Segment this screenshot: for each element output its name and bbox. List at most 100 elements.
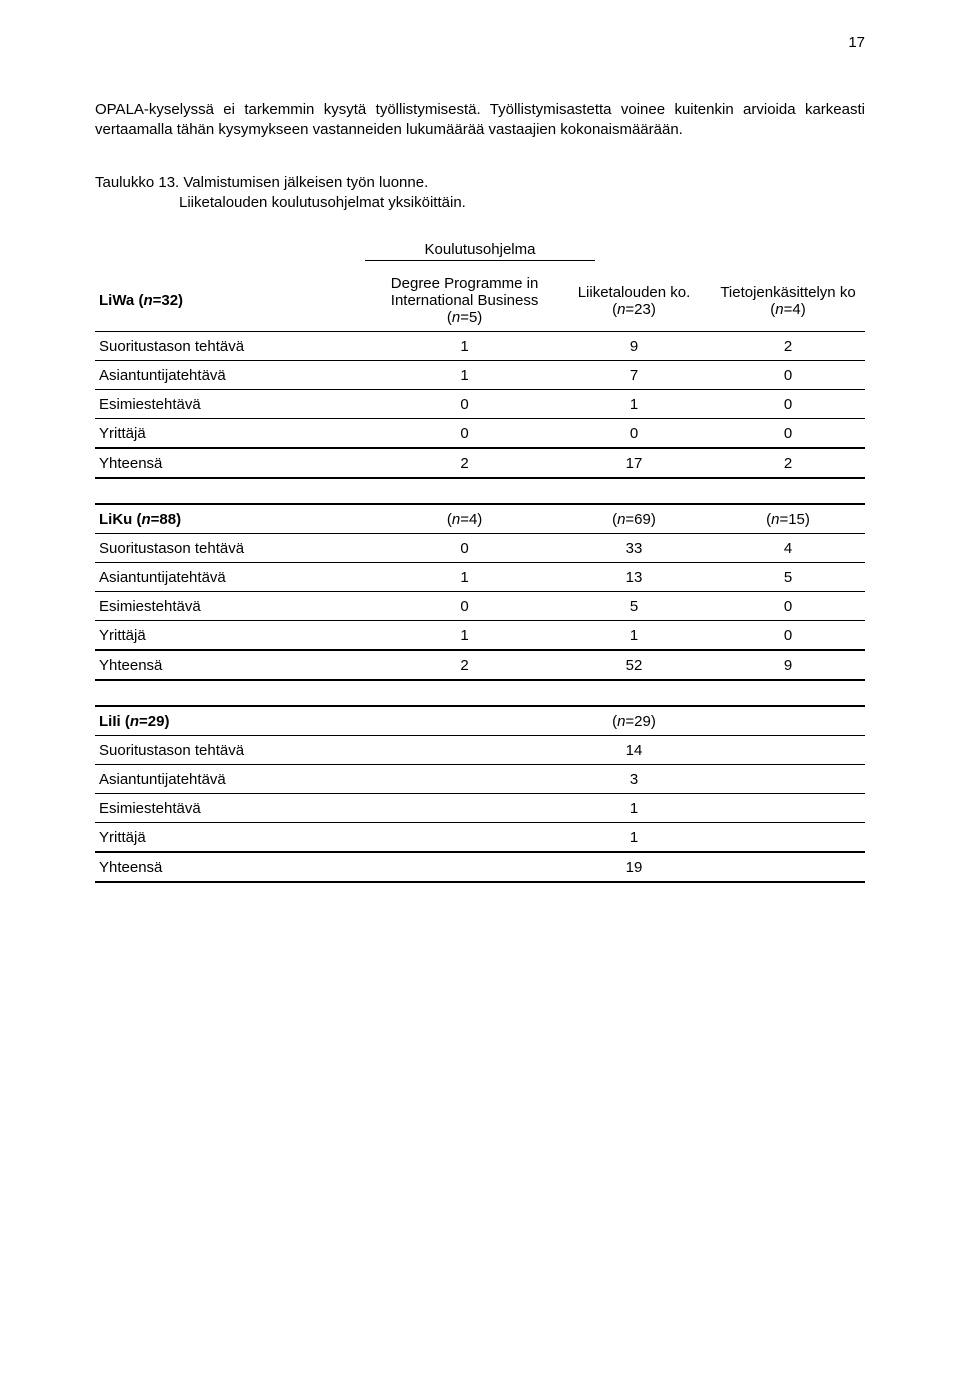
col-header (711, 706, 865, 736)
row-label: Esimiestehtävä (95, 794, 372, 823)
cell: 1 (372, 563, 557, 592)
row-group-label: LiIi (n=29) (95, 706, 372, 736)
table-row: Asiantuntijatehtävä 1 13 5 (95, 563, 865, 592)
total-cell: 52 (557, 650, 711, 680)
cell: 0 (711, 621, 865, 651)
table-liii: LiIi (n=29) (n=29) Suoritustason tehtävä… (95, 705, 865, 883)
row-label: Esimiestehtävä (95, 592, 372, 621)
cell: 1 (372, 332, 557, 361)
total-cell (372, 852, 557, 882)
total-cell: 2 (711, 448, 865, 478)
body-paragraph: OPALA-kyselyssä ei tarkemmin kysytä työl… (95, 100, 865, 141)
row-label: Suoritustason tehtävä (95, 534, 372, 563)
cell: 0 (372, 592, 557, 621)
col-header: (n=29) (557, 706, 711, 736)
table-header-row: LiWa (n=32) Degree Programme in Internat… (95, 269, 865, 332)
cell (711, 765, 865, 794)
caption-line1: Taulukko 13. Valmistumisen jälkeisen työ… (95, 174, 428, 191)
row-label: Yrittäjä (95, 823, 372, 853)
row-label: Asiantuntijatehtävä (95, 563, 372, 592)
cell: 5 (711, 563, 865, 592)
table-header-row: LiKu (n=88) (n=4) (n=69) (n=15) (95, 504, 865, 534)
cell (372, 794, 557, 823)
cell (711, 736, 865, 765)
cell (372, 736, 557, 765)
cell: 1 (557, 823, 711, 853)
row-label: Asiantuntijatehtävä (95, 361, 372, 390)
row-label: Suoritustason tehtävä (95, 736, 372, 765)
cell: 33 (557, 534, 711, 563)
table-liku: LiKu (n=88) (n=4) (n=69) (n=15) Suoritus… (95, 503, 865, 681)
table-row: Esimiestehtävä 0 5 0 (95, 592, 865, 621)
col-header: (n=4) (372, 504, 557, 534)
table-row: Yrittäjä 0 0 0 (95, 419, 865, 449)
cell: 5 (557, 592, 711, 621)
row-label: Yrittäjä (95, 419, 372, 449)
col-header (372, 706, 557, 736)
cell: 1 (557, 794, 711, 823)
cell: 3 (557, 765, 711, 794)
total-cell: 2 (372, 650, 557, 680)
cell (372, 823, 557, 853)
table-caption: Taulukko 13. Valmistumisen jälkeisen työ… (95, 173, 865, 214)
table-row: Esimiestehtävä 1 (95, 794, 865, 823)
total-label: Yhteensä (95, 650, 372, 680)
col-header: (n=69) (557, 504, 711, 534)
table-liwa: LiWa (n=32) Degree Programme in Internat… (95, 269, 865, 479)
table-row: Asiantuntijatehtävä 1 7 0 (95, 361, 865, 390)
column-group-header: Koulutusohjelma (95, 241, 865, 261)
table-row: Suoritustason tehtävä 0 33 4 (95, 534, 865, 563)
row-label: Suoritustason tehtävä (95, 332, 372, 361)
group-code: LiKu (n=88) (99, 511, 181, 528)
col-header: Tietojenkäsittelyn ko (n=4) (711, 269, 865, 332)
cell: 0 (372, 419, 557, 449)
cell: 2 (711, 332, 865, 361)
cell: 1 (557, 390, 711, 419)
table-row: Suoritustason tehtävä 14 (95, 736, 865, 765)
page-number: 17 (848, 34, 865, 51)
total-cell (711, 852, 865, 882)
row-group-label: LiWa (n=32) (95, 269, 372, 332)
cell: 0 (711, 592, 865, 621)
cell: 0 (372, 390, 557, 419)
group-code: LiWa (n=32) (99, 292, 183, 309)
table-row: Suoritustason tehtävä 1 9 2 (95, 332, 865, 361)
cell: 9 (557, 332, 711, 361)
total-cell: 17 (557, 448, 711, 478)
group-code: LiIi (n=29) (99, 713, 169, 730)
cell (711, 823, 865, 853)
table-header-row: LiIi (n=29) (n=29) (95, 706, 865, 736)
cell: 13 (557, 563, 711, 592)
cell: 1 (372, 361, 557, 390)
table-total-row: Yhteensä 2 17 2 (95, 448, 865, 478)
cell: 0 (711, 419, 865, 449)
total-cell: 9 (711, 650, 865, 680)
table-row: Esimiestehtävä 0 1 0 (95, 390, 865, 419)
table-row: Asiantuntijatehtävä 3 (95, 765, 865, 794)
table-total-row: Yhteensä 2 52 9 (95, 650, 865, 680)
cell: 0 (711, 390, 865, 419)
col-header: Liiketalouden ko. (n=23) (557, 269, 711, 332)
cell: 14 (557, 736, 711, 765)
page: 17 OPALA-kyselyssä ei tarkemmin kysytä t… (0, 0, 960, 1385)
column-group-label: Koulutusohjelma (365, 241, 596, 261)
row-label: Yrittäjä (95, 621, 372, 651)
cell: 1 (372, 621, 557, 651)
table-row: Yrittäjä 1 (95, 823, 865, 853)
cell: 1 (557, 621, 711, 651)
col-header: (n=15) (711, 504, 865, 534)
cell (711, 794, 865, 823)
cell: 0 (557, 419, 711, 449)
total-label: Yhteensä (95, 852, 372, 882)
cell: 7 (557, 361, 711, 390)
total-cell: 2 (372, 448, 557, 478)
cell: 0 (372, 534, 557, 563)
caption-line2: Liiketalouden koulutusohjelmat yksiköitt… (95, 194, 466, 211)
table-total-row: Yhteensä 19 (95, 852, 865, 882)
row-group-label: LiKu (n=88) (95, 504, 372, 534)
table-row: Yrittäjä 1 1 0 (95, 621, 865, 651)
row-label: Asiantuntijatehtävä (95, 765, 372, 794)
row-label: Esimiestehtävä (95, 390, 372, 419)
total-label: Yhteensä (95, 448, 372, 478)
cell (372, 765, 557, 794)
